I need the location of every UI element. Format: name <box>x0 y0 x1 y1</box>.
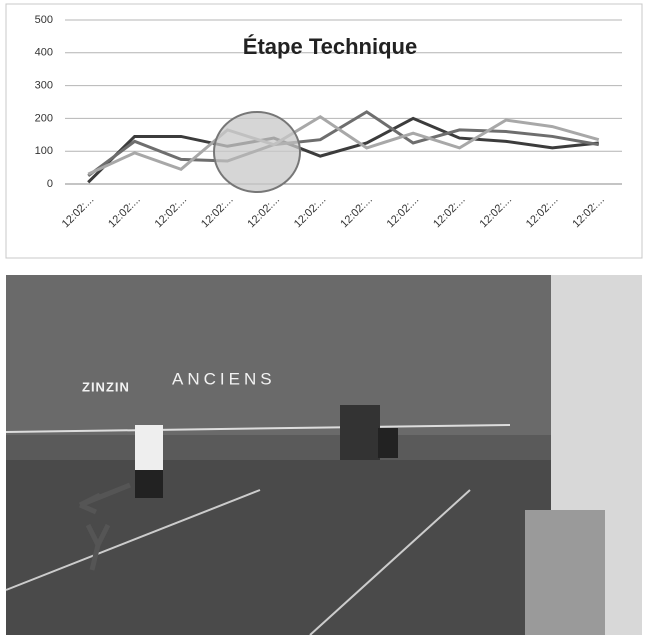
y-tick-label: 0 <box>47 178 53 190</box>
wall <box>6 275 551 435</box>
y-tick-label: 300 <box>35 80 53 92</box>
net <box>5 424 511 433</box>
player <box>135 470 163 498</box>
series-line <box>87 114 600 176</box>
chart-title: Étape Technique <box>243 34 417 59</box>
y-tick-label: 200 <box>35 112 53 124</box>
highlight-ellipse <box>213 111 301 193</box>
floor <box>6 460 551 635</box>
series-line <box>87 110 600 178</box>
y-tick-label: 100 <box>35 145 53 157</box>
spectator <box>525 510 605 635</box>
y-tick-label: 500 <box>35 14 53 26</box>
court-line <box>309 489 471 635</box>
player <box>378 428 398 458</box>
photo: ZINZIN ANCIENS <box>5 275 642 635</box>
y-tick-label: 400 <box>35 47 53 59</box>
player <box>135 425 163 470</box>
wall-text: ANCIENS <box>172 369 276 388</box>
court-line <box>5 489 261 591</box>
drawn-arrow <box>78 482 131 571</box>
chart-frame <box>5 3 643 259</box>
door <box>340 405 380 460</box>
wall-text: ZINZIN <box>82 379 130 394</box>
series-line <box>87 116 599 184</box>
